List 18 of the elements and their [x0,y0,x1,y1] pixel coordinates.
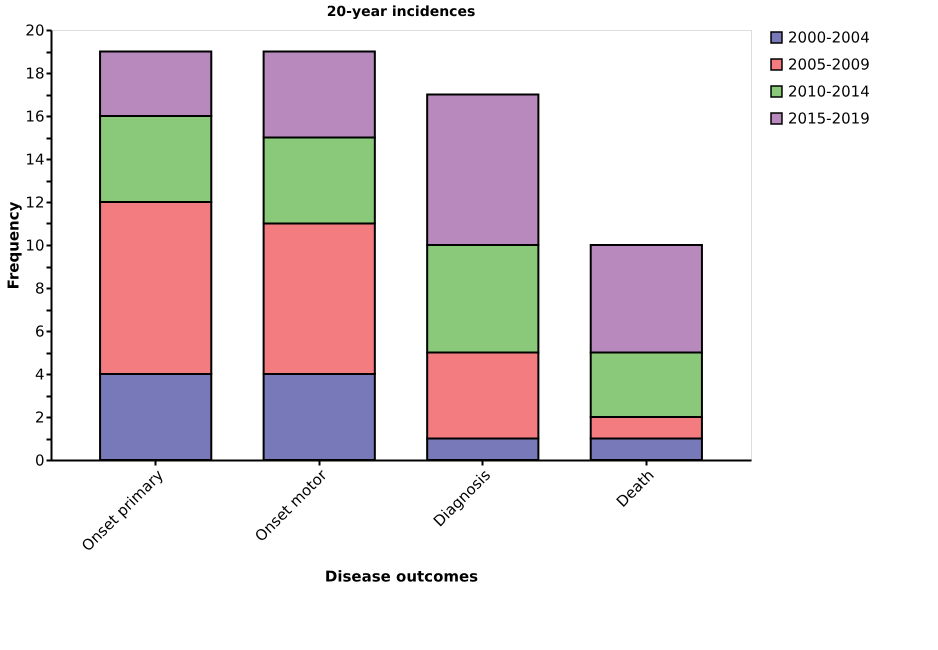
y-tick-label: 0 [34,452,44,470]
y-tick-label: 12 [25,194,44,212]
y-tick-label: 10 [25,236,44,254]
y-tick-label: 16 [25,108,44,126]
legend-label: 2005-2009 [788,56,870,74]
y-tick-label: 20 [25,22,44,40]
y-tick-label: 2 [34,408,44,426]
y-tick-label: 6 [34,322,44,340]
y-tick-label: 8 [34,280,44,298]
x-axis-title: Disease outcomes [324,567,478,586]
legend-label: 2015-2019 [788,110,870,128]
y-tick-label: 4 [34,366,44,384]
y-tick-label: 14 [25,150,44,168]
y-tick-label: 18 [25,64,44,82]
chart-title: 20-year incidences [326,4,476,20]
y-axis-title: Frequency [4,201,22,290]
legend-label: 2010-2014 [788,82,870,100]
legend-label: 2000-2004 [788,28,870,46]
